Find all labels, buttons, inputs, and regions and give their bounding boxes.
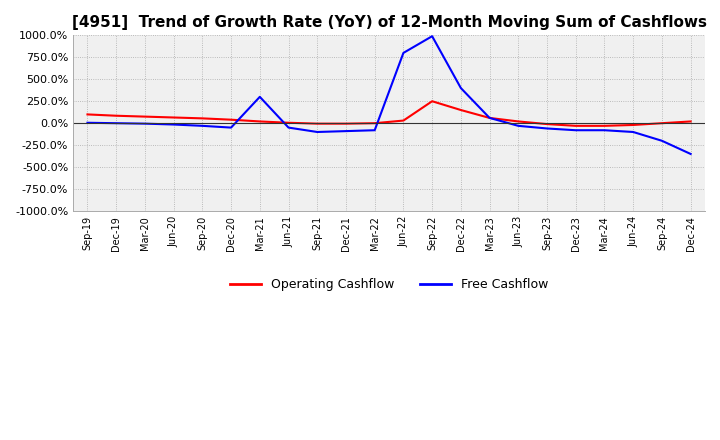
Free Cashflow <box>140 121 149 126</box>
Free Cashflow <box>198 123 207 128</box>
Free Cashflow <box>399 50 408 55</box>
Operating Cashflow <box>198 116 207 121</box>
Operating Cashflow <box>284 120 293 125</box>
Operating Cashflow <box>313 121 322 126</box>
Line: Free Cashflow: Free Cashflow <box>87 36 690 154</box>
Free Cashflow <box>284 125 293 130</box>
Operating Cashflow <box>83 112 91 117</box>
Free Cashflow <box>456 85 465 91</box>
Operating Cashflow <box>600 123 609 128</box>
Operating Cashflow <box>456 107 465 113</box>
Operating Cashflow <box>543 121 552 127</box>
Free Cashflow <box>572 128 580 133</box>
Operating Cashflow <box>629 122 637 128</box>
Line: Operating Cashflow: Operating Cashflow <box>87 101 690 126</box>
Free Cashflow <box>543 126 552 131</box>
Free Cashflow <box>256 94 264 99</box>
Operating Cashflow <box>227 117 235 122</box>
Operating Cashflow <box>169 115 178 120</box>
Operating Cashflow <box>112 113 120 118</box>
Free Cashflow <box>629 129 637 135</box>
Free Cashflow <box>686 151 695 157</box>
Free Cashflow <box>83 120 91 125</box>
Operating Cashflow <box>428 99 436 104</box>
Free Cashflow <box>370 128 379 133</box>
Operating Cashflow <box>657 121 666 126</box>
Operating Cashflow <box>399 118 408 123</box>
Operating Cashflow <box>256 119 264 124</box>
Free Cashflow <box>227 125 235 130</box>
Operating Cashflow <box>140 114 149 119</box>
Free Cashflow <box>485 115 494 121</box>
Free Cashflow <box>428 33 436 39</box>
Free Cashflow <box>657 138 666 143</box>
Free Cashflow <box>112 121 120 126</box>
Operating Cashflow <box>370 121 379 126</box>
Operating Cashflow <box>485 115 494 121</box>
Free Cashflow <box>313 129 322 135</box>
Operating Cashflow <box>342 121 351 126</box>
Operating Cashflow <box>514 119 523 124</box>
Free Cashflow <box>600 128 609 133</box>
Operating Cashflow <box>686 119 695 124</box>
Legend: Operating Cashflow, Free Cashflow: Operating Cashflow, Free Cashflow <box>225 273 553 296</box>
Operating Cashflow <box>572 123 580 128</box>
Free Cashflow <box>169 122 178 127</box>
Free Cashflow <box>514 123 523 128</box>
Title: [4951]  Trend of Growth Rate (YoY) of 12-Month Moving Sum of Cashflows: [4951] Trend of Growth Rate (YoY) of 12-… <box>71 15 706 30</box>
Free Cashflow <box>342 128 351 134</box>
